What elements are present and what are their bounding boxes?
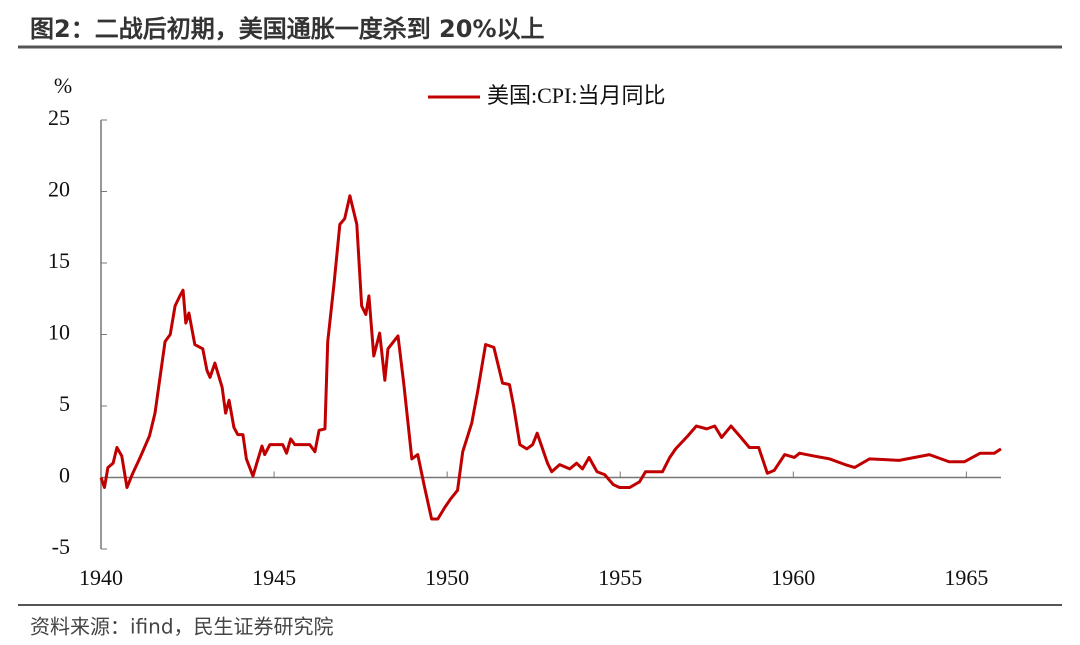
y-tick-label: 5: [59, 391, 70, 416]
y-tick-label: 25: [48, 105, 70, 130]
x-tick-label: 1955: [598, 565, 642, 590]
y-tick-label: 10: [48, 320, 70, 345]
x-tick-label: 1965: [944, 565, 988, 590]
y-tick-label: -5: [52, 534, 70, 559]
y-tick-label: 0: [59, 463, 70, 488]
chart-title: 图2：二战后初期，美国通胀一度杀到 20%以上: [30, 15, 545, 43]
series-line: [99, 194, 1002, 521]
source: 资料来源：ifind，民生证券研究院: [30, 615, 334, 639]
x-tick-label: 1945: [252, 565, 296, 590]
y-unit: %: [54, 73, 72, 98]
x-tick-label: 1950: [425, 565, 469, 590]
y-tick-label: 20: [48, 177, 70, 202]
x-tick-label: 1960: [771, 565, 815, 590]
y-tick-label: 15: [48, 248, 70, 273]
x-tick-label: 1940: [79, 565, 123, 590]
legend-label: 美国:CPI:当月同比: [487, 83, 665, 108]
